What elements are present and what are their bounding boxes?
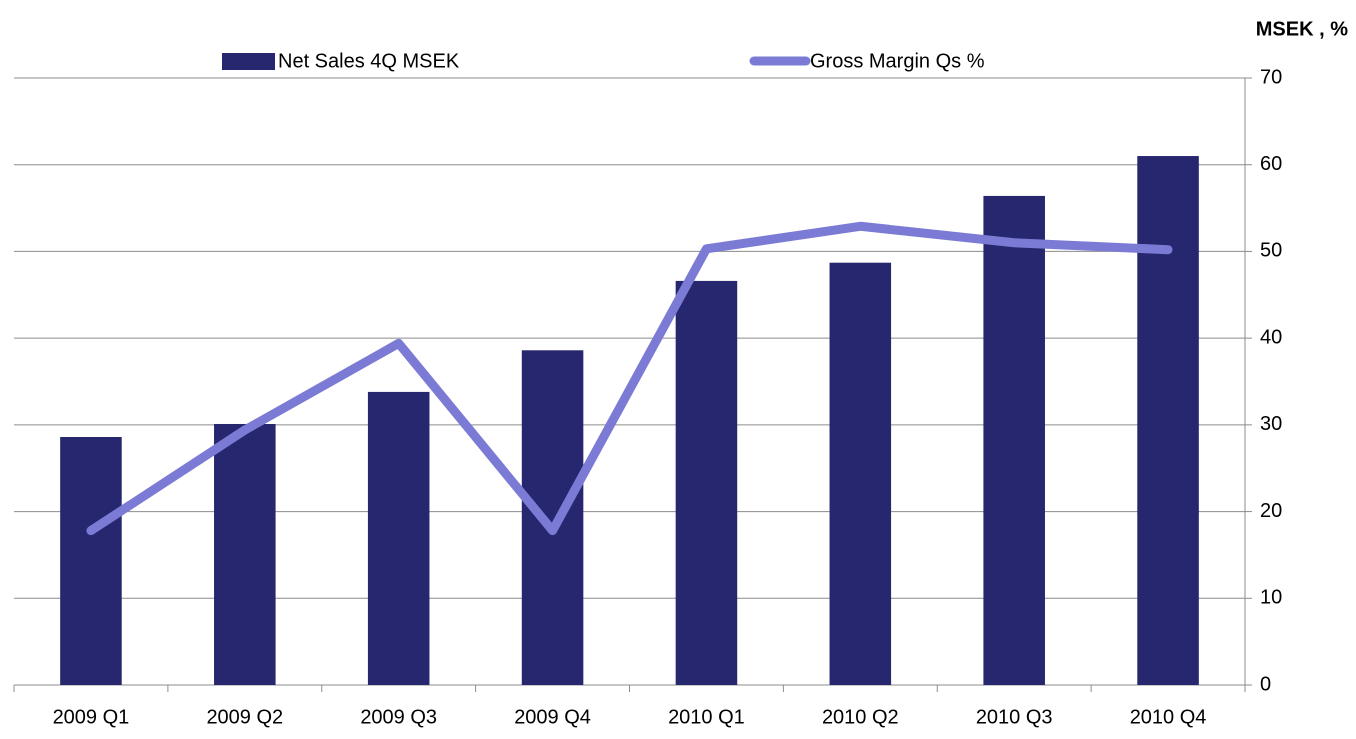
y-tick-label: 20 bbox=[1260, 500, 1282, 522]
bar bbox=[60, 436, 122, 685]
y-tick-label: 10 bbox=[1260, 587, 1282, 609]
bar bbox=[675, 280, 738, 685]
x-tick-label: 2009 Q1 bbox=[53, 706, 130, 728]
x-tick-label: 2010 Q4 bbox=[1130, 706, 1207, 728]
x-tick-label: 2009 Q2 bbox=[206, 706, 283, 728]
bar bbox=[829, 262, 892, 685]
legend-label: Gross Margin Qs % bbox=[810, 50, 985, 72]
x-tick-label: 2010 Q2 bbox=[822, 706, 899, 728]
bar bbox=[1137, 156, 1199, 686]
bar bbox=[214, 423, 276, 685]
y-tick-label: 70 bbox=[1260, 66, 1282, 88]
bar bbox=[983, 195, 1045, 685]
x-tick-label: 2009 Q3 bbox=[360, 706, 437, 728]
y-tick-label: 0 bbox=[1260, 673, 1271, 695]
x-tick-label: 2010 Q3 bbox=[976, 706, 1053, 728]
bar bbox=[367, 391, 430, 685]
bar bbox=[521, 350, 584, 685]
legend-swatch bbox=[222, 53, 275, 70]
y-tick-label: 30 bbox=[1260, 413, 1282, 435]
chart-title: MSEK , % bbox=[1256, 18, 1348, 40]
legend-label: Net Sales 4Q MSEK bbox=[278, 50, 460, 72]
line bbox=[86, 221, 1173, 536]
y-tick-label: 50 bbox=[1260, 240, 1282, 262]
x-tick-label: 2009 Q4 bbox=[514, 706, 591, 728]
x-tick-label: 2010 Q1 bbox=[668, 706, 745, 728]
y-tick-label: 40 bbox=[1260, 326, 1282, 348]
y-tick-label: 60 bbox=[1260, 153, 1282, 175]
